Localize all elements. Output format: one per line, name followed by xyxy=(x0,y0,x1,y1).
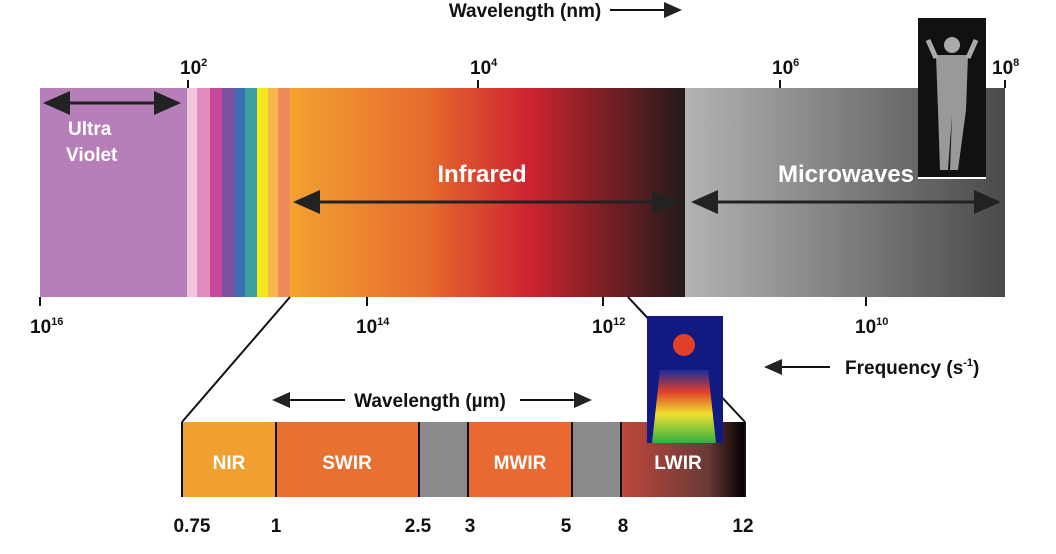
spectrum-bar xyxy=(40,88,1005,297)
region-label: Ultra xyxy=(68,119,112,140)
detail-tick: 3 xyxy=(465,516,476,537)
frequency-tick: 1016 xyxy=(30,316,63,338)
detail-tick: 12 xyxy=(732,516,753,537)
frequency-label: Frequency (s-1) xyxy=(845,357,979,379)
frequency-tick: 1010 xyxy=(855,316,888,338)
frequency-tick: 1014 xyxy=(356,316,390,338)
detail-wavelength-title: Wavelength (µm) xyxy=(354,391,506,412)
wavelength-tick: 106 xyxy=(772,57,799,79)
region-label: Violet xyxy=(66,145,118,166)
detail-tick: 1 xyxy=(271,516,282,537)
wavelength-tick: 102 xyxy=(180,57,207,79)
region-label: Microwaves xyxy=(778,161,914,188)
band-label: MWIR xyxy=(494,453,547,474)
band-label: LWIR xyxy=(654,453,702,474)
thermal-image xyxy=(647,316,723,443)
wavelength-title: Wavelength (nm) xyxy=(449,1,601,22)
region-label: Infrared xyxy=(437,161,526,188)
band-label: NIR xyxy=(213,453,246,474)
detail-tick: 2.5 xyxy=(405,516,432,537)
wavelength-tick: 104 xyxy=(470,57,498,79)
wavelength-tick: 108 xyxy=(992,57,1019,79)
body-scan-image xyxy=(918,18,986,179)
band-label: SWIR xyxy=(322,453,372,474)
infrared-bands xyxy=(181,422,746,497)
frequency-tick: 1012 xyxy=(592,316,625,338)
detail-tick: 5 xyxy=(561,516,572,537)
detail-tick: 0.75 xyxy=(174,516,211,537)
tick-marks xyxy=(39,80,1006,306)
detail-tick: 8 xyxy=(618,516,629,537)
